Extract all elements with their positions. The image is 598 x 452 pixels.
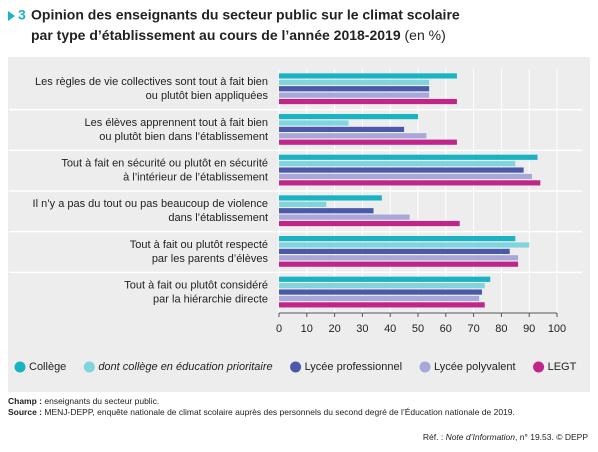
bar — [279, 180, 541, 186]
y-tick-label: Il n’y a pas du tout ou pas beaucoup de … — [33, 198, 268, 210]
y-tick-label: Tout à fait ou plutôt respecté — [130, 239, 268, 251]
x-tick-label: 70 — [467, 323, 479, 335]
figure-marker — [8, 11, 15, 21]
bar — [279, 302, 485, 308]
y-tick-label: ou plutôt bien dans l’établissement — [99, 131, 268, 143]
legend-label: Lycée polyvalent — [434, 361, 516, 373]
legend-swatch — [290, 361, 302, 373]
chart-units: (en %) — [405, 27, 446, 43]
bar — [279, 236, 516, 242]
note-label: Source : — [8, 407, 42, 417]
note-champ: Champ : enseignants du secteur public. — [8, 396, 159, 406]
bar — [279, 167, 524, 173]
y-tick-label: par la hiérarchie directe — [153, 294, 268, 306]
y-tick-label: dans l’établissement — [168, 212, 268, 224]
bar — [279, 73, 457, 79]
x-tick-label: 0 — [276, 323, 282, 335]
bar — [279, 261, 519, 267]
y-tick-label: par les parents d’élèves — [152, 253, 269, 265]
bar — [279, 255, 519, 261]
bar — [279, 283, 485, 289]
legend-label: dont collège en éducation prioritaire — [98, 361, 272, 373]
legend-swatch — [83, 361, 95, 373]
bar — [279, 86, 430, 92]
bar — [279, 248, 510, 254]
y-tick-label: Tout à fait en sécurité ou plutôt en séc… — [61, 158, 268, 170]
bar — [279, 154, 538, 160]
bar — [279, 276, 491, 282]
bar — [279, 201, 327, 207]
bar — [279, 161, 516, 167]
x-tick-label: 10 — [301, 323, 313, 335]
legend-label: LEGT — [548, 361, 577, 373]
bar — [279, 79, 430, 85]
bar — [279, 98, 457, 105]
x-tick-label: 60 — [440, 323, 452, 335]
x-tick-label: 50 — [412, 323, 424, 335]
bar — [279, 195, 382, 201]
y-tick-label: à l’intérieur de l’établissement — [123, 172, 268, 184]
bar — [279, 214, 410, 220]
bar — [279, 295, 480, 302]
chart-title: Opinion des enseignants du secteur publi… — [31, 7, 460, 23]
chart-title: par type d’établissement au cours de l’a… — [31, 27, 446, 43]
legend-swatch — [533, 361, 545, 373]
x-tick-label: 30 — [356, 323, 368, 335]
x-tick-label: 90 — [523, 323, 535, 335]
bar — [279, 139, 457, 145]
y-tick-label: Tout à fait ou plutôt considéré — [124, 280, 268, 292]
note-label: Champ : — [8, 396, 42, 406]
x-tick-label: 20 — [328, 323, 340, 335]
bar — [279, 242, 530, 248]
x-tick-label: 80 — [495, 323, 507, 335]
note-text: Note d’Information — [446, 432, 516, 442]
bar — [279, 173, 532, 180]
bar — [279, 120, 349, 126]
legend-swatch — [419, 361, 431, 373]
note-text: Réf. : — [423, 432, 446, 442]
note-text: , n° 19.53. © DEPP — [515, 432, 588, 442]
legend-label: Collège — [29, 361, 66, 373]
figure-number: 3 — [18, 7, 26, 23]
bar — [279, 208, 374, 214]
bar — [279, 220, 460, 227]
bar — [279, 126, 405, 132]
bar — [279, 289, 482, 295]
y-tick-label: ou plutôt bien appliquées — [146, 90, 269, 102]
y-tick-label: Les élèves apprennent tout à fait bien — [85, 117, 268, 129]
chart-title: par type d’établissement au cours de l’a… — [31, 27, 401, 43]
note-ref: Réf. : Note d’Information, n° 19.53. © D… — [423, 432, 588, 442]
bar — [279, 114, 418, 120]
y-tick-label: Les règles de vie collectives sont tout … — [35, 76, 268, 88]
bar — [279, 133, 427, 139]
note-source: Source : MENJ-DEPP, enquête nationale de… — [8, 407, 515, 417]
note-text: MENJ-DEPP, enquête nationale de climat s… — [44, 407, 514, 417]
note-text: enseignants du secteur public. — [44, 396, 159, 406]
x-tick-label: 40 — [384, 323, 396, 335]
bar — [279, 92, 430, 98]
x-tick-label: 100 — [548, 323, 566, 335]
legend-label: Lycée professionnel — [305, 361, 402, 373]
legend-swatch — [14, 361, 26, 373]
